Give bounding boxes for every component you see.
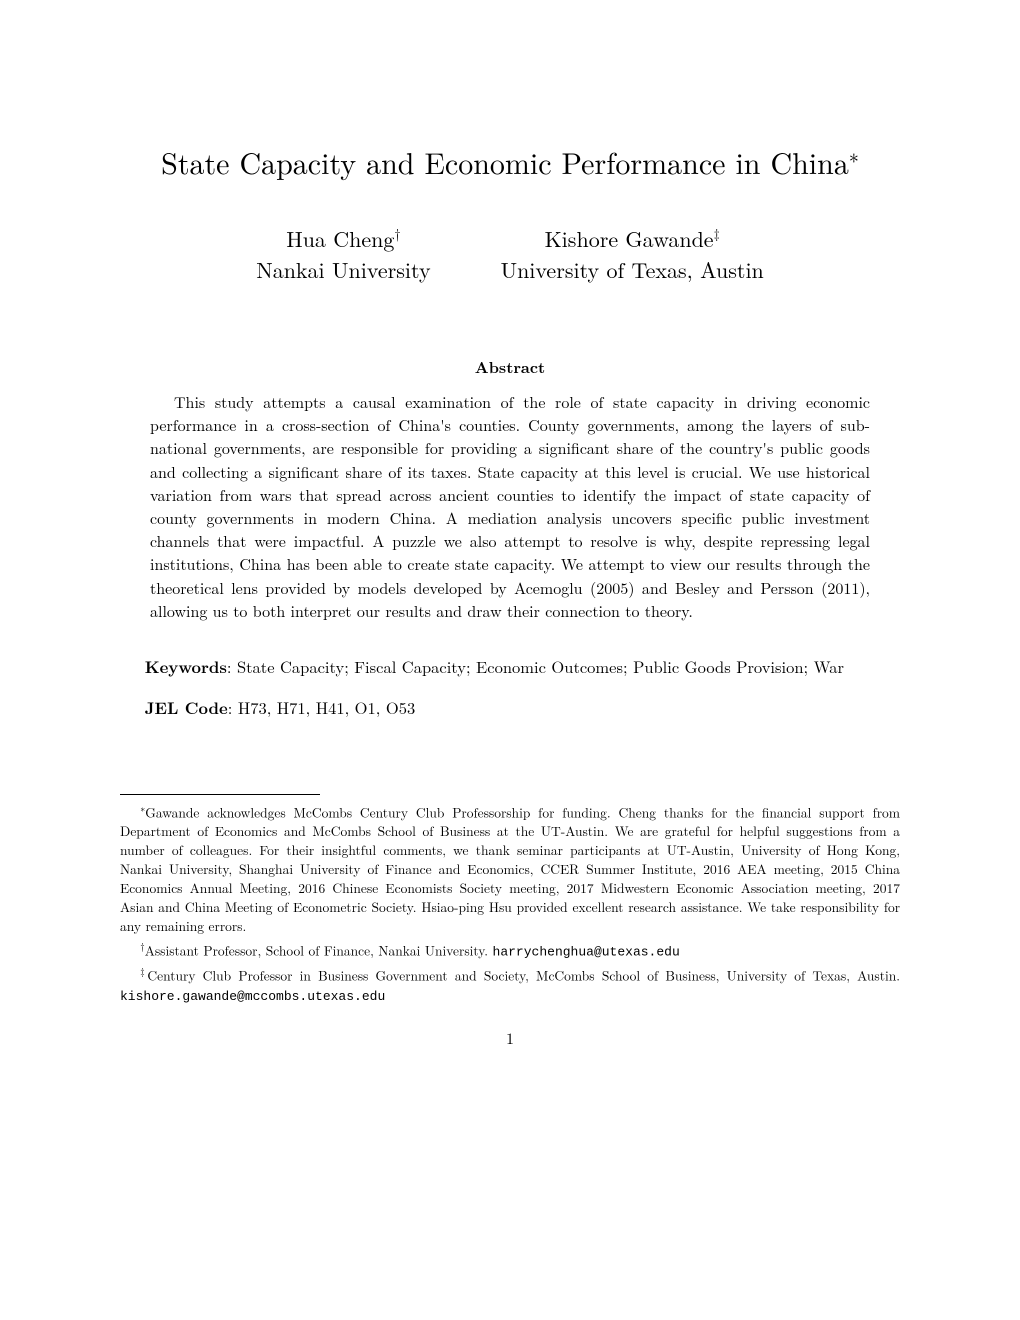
footnote-author2: ‡Century Club Professor in Business Gove… bbox=[120, 964, 900, 1006]
jel-label: JEL Code bbox=[145, 695, 228, 719]
title-footnote-marker: ∗ bbox=[849, 140, 859, 169]
author-block-2: Kishore Gawande‡ University of Texas, Au… bbox=[501, 223, 764, 285]
footnote-author1: †Assistant Professor, School of Finance,… bbox=[120, 939, 900, 962]
author-name-1: Hua Cheng† bbox=[256, 223, 430, 254]
jel-line: JEL Code: H73, H71, H41, O1, O53 bbox=[120, 691, 900, 724]
footnote-auth2-email: kishore.gawande@mccombs.utexas.edu bbox=[120, 989, 385, 1004]
footnote-rule bbox=[120, 794, 320, 795]
footnote-auth1-text: Assistant Professor, School of Finance, … bbox=[145, 940, 493, 959]
footnote-auth2-text: Century Club Professor in Business Gover… bbox=[147, 966, 900, 985]
paper-title: State Capacity and Economic Performance … bbox=[120, 140, 900, 183]
keywords-text: : State Capacity; Fiscal Capacity; Econo… bbox=[227, 654, 844, 678]
footnote-ack: ∗Gawande acknowledges McCombs Century Cl… bbox=[120, 801, 900, 936]
author-name-text-2: Kishore Gawande bbox=[545, 223, 714, 254]
paper-page: State Capacity and Economic Performance … bbox=[0, 0, 1020, 1109]
author-marker-2: ‡ bbox=[714, 224, 720, 244]
authors-row: Hua Cheng† Nankai University Kishore Gaw… bbox=[120, 223, 900, 285]
page-number: 1 bbox=[120, 1026, 900, 1049]
footnote-ack-text: Gawande acknowledges McCombs Century Clu… bbox=[120, 802, 900, 934]
author-affil-2: University of Texas, Austin bbox=[501, 254, 764, 285]
title-text: State Capacity and Economic Performance … bbox=[161, 140, 849, 183]
author-block-1: Hua Cheng† Nankai University bbox=[256, 223, 430, 285]
author-affil-1: Nankai University bbox=[256, 254, 430, 285]
author-marker-1: † bbox=[394, 224, 400, 244]
jel-text: : H73, H71, H41, O1, O53 bbox=[228, 695, 415, 719]
keywords-line: Keywords: State Capacity; Fiscal Capacit… bbox=[120, 650, 900, 683]
author-name-2: Kishore Gawande‡ bbox=[501, 223, 764, 254]
keywords-label: Keywords bbox=[145, 654, 227, 678]
abstract-heading: Abstract bbox=[120, 355, 900, 378]
author-name-text-1: Hua Cheng bbox=[286, 223, 394, 254]
abstract-text: This study attempts a causal examination… bbox=[150, 390, 870, 622]
footnote-auth1-email: harrychenghua@utexas.edu bbox=[493, 944, 680, 959]
